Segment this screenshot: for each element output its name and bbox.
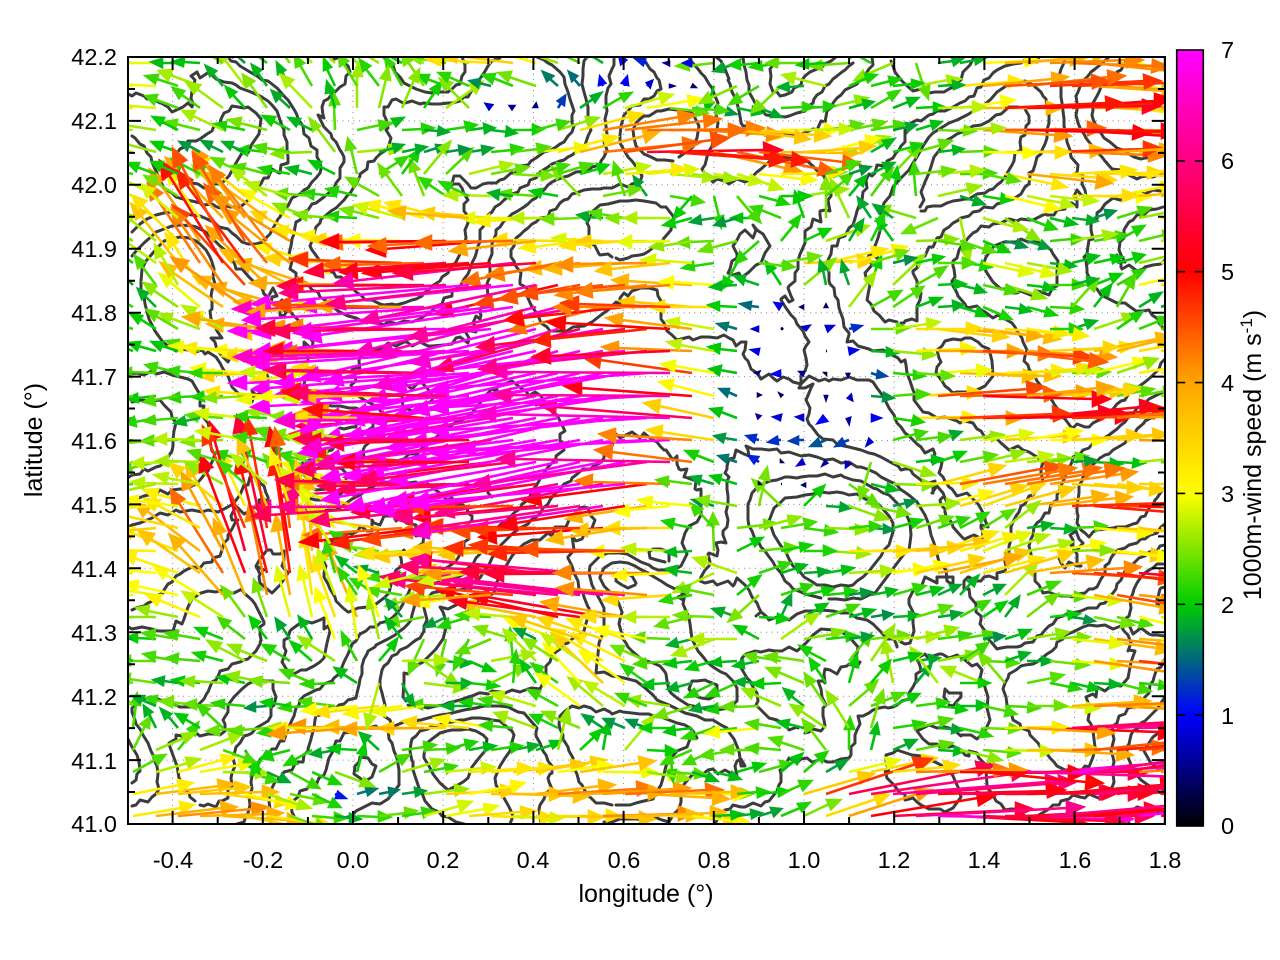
svg-text:2: 2	[1221, 592, 1234, 618]
svg-text:0: 0	[1221, 813, 1234, 839]
svg-text:41.8: 41.8	[71, 300, 117, 326]
svg-text:41.5: 41.5	[71, 492, 117, 518]
svg-text:42.2: 42.2	[71, 44, 117, 70]
svg-text:longitude (°): longitude (°)	[578, 880, 713, 908]
svg-text:41.9: 41.9	[71, 236, 117, 262]
svg-text:42.1: 42.1	[71, 108, 117, 134]
svg-text:41.0: 41.0	[71, 811, 117, 837]
svg-text:41.4: 41.4	[71, 556, 117, 582]
svg-text:-0.4: -0.4	[153, 847, 194, 873]
svg-text:41.2: 41.2	[71, 684, 117, 710]
svg-text:0.4: 0.4	[517, 847, 550, 873]
svg-text:1.8: 1.8	[1149, 847, 1182, 873]
svg-text:1.0: 1.0	[788, 847, 821, 873]
svg-text:1000m-wind speed (m s-1): 1000m-wind speed (m s-1)	[1237, 310, 1267, 600]
svg-text:41.1: 41.1	[71, 748, 117, 774]
svg-text:0.6: 0.6	[608, 847, 641, 873]
svg-text:0.0: 0.0	[337, 847, 370, 873]
svg-text:42.0: 42.0	[71, 172, 117, 198]
svg-text:41.3: 41.3	[71, 620, 117, 646]
svg-text:0.2: 0.2	[427, 847, 460, 873]
svg-text:41.7: 41.7	[71, 364, 117, 390]
svg-text:1.6: 1.6	[1059, 847, 1092, 873]
svg-text:3: 3	[1221, 481, 1234, 507]
svg-text:1.4: 1.4	[968, 847, 1001, 873]
svg-text:6: 6	[1221, 148, 1234, 174]
svg-text:5: 5	[1221, 259, 1234, 285]
svg-text:7: 7	[1221, 37, 1234, 63]
svg-text:41.6: 41.6	[71, 428, 117, 454]
svg-text:1: 1	[1221, 703, 1234, 729]
svg-text:4: 4	[1221, 370, 1234, 396]
svg-text:0.8: 0.8	[698, 847, 731, 873]
svg-text:-0.2: -0.2	[243, 847, 284, 873]
svg-text:1.2: 1.2	[878, 847, 911, 873]
svg-text:latitude (°): latitude (°)	[20, 383, 48, 497]
